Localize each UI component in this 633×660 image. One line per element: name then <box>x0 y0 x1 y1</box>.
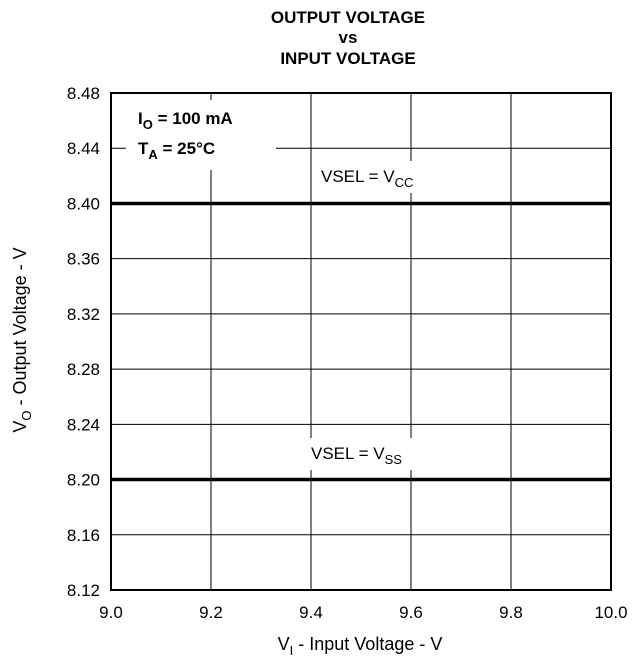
title-line-2: vs <box>339 28 358 47</box>
y-tick-label: 8.40 <box>67 194 100 213</box>
series-lines <box>111 201 611 482</box>
plot-frame <box>110 92 612 591</box>
y-axis-label: VO - Output Voltage - V <box>10 247 34 432</box>
y-tick-label: 8.20 <box>67 471 100 490</box>
y-tick-labels: 8.48 8.44 8.40 8.36 8.32 8.28 8.24 8.20 8.16 8.12 <box>67 84 100 600</box>
conditions-background <box>126 100 276 170</box>
x-axis-label: VI - Input Voltage - V <box>278 634 443 658</box>
x-tick-label: 9.4 <box>299 603 323 622</box>
label-vss-background <box>304 438 434 470</box>
x-tick-labels: 9.0 9.2 9.4 9.6 9.8 10.0 <box>99 603 627 622</box>
chart-title: OUTPUT VOLTAGE vs INPUT VOLTAGE <box>271 8 425 68</box>
y-tick-label: 8.28 <box>67 360 100 379</box>
condition-ta: TA = 25°C <box>138 139 215 162</box>
y-tick-label: 8.12 <box>67 581 100 600</box>
x-tick-label: 9.0 <box>99 603 123 622</box>
x-tick-label: 10.0 <box>594 603 627 622</box>
title-line-1: OUTPUT VOLTAGE <box>271 8 425 27</box>
series-label-vcc: VSEL = VCC <box>321 167 413 190</box>
label-vcc-background <box>312 161 442 193</box>
condition-io: IO = 100 mA <box>138 109 233 132</box>
y-tick-label: 8.16 <box>67 526 100 545</box>
y-tick-label: 8.44 <box>67 139 100 158</box>
x-tick-label: 9.8 <box>499 603 523 622</box>
title-line-3: INPUT VOLTAGE <box>280 49 415 68</box>
y-tick-label: 8.48 <box>67 84 100 103</box>
series-label-vss: VSEL = VSS <box>311 444 402 467</box>
y-tick-label: 8.24 <box>67 415 100 434</box>
y-tick-label: 8.32 <box>67 305 100 324</box>
x-tick-label: 9.2 <box>199 603 223 622</box>
x-tick-label: 9.6 <box>399 603 423 622</box>
y-tick-label: 8.36 <box>67 250 100 269</box>
